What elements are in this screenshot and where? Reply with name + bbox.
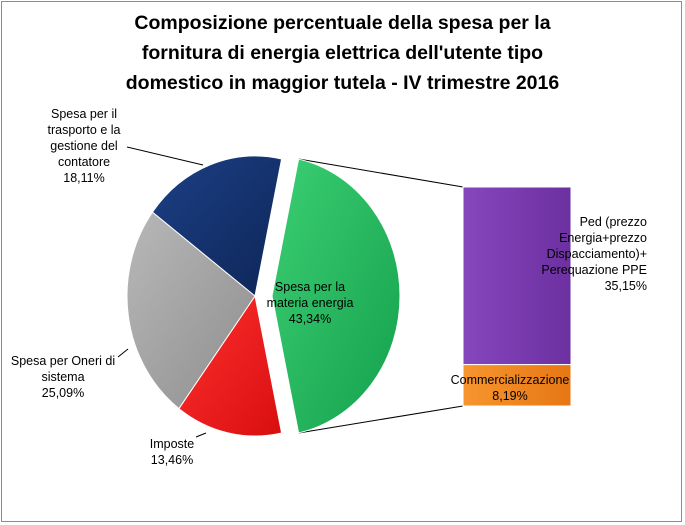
- chart-title-line-3: domestico in maggior tutela - IV trimest…: [125, 72, 560, 94]
- label-materia: Spesa per la materia energia 43,34%: [267, 280, 354, 326]
- chart-title-line-1: Composizione percentuale della spesa per…: [134, 12, 551, 34]
- bar-segment-comm: [462, 364, 572, 407]
- label-imposte: Imposte 13,46%: [150, 437, 195, 467]
- label-oneri: Spesa per Oneri di sistema 25,09%: [11, 354, 115, 400]
- label-ped: Ped (prezzo Energia+prezzo Dispacciamento)…: [541, 215, 647, 293]
- connector-line-bottom: [298, 405, 464, 434]
- leader-line-imposte: [195, 432, 207, 438]
- pie-slice-oneri: [126, 211, 256, 410]
- leader-line-oneri: [117, 348, 129, 358]
- pie-slice-materia: [271, 158, 401, 434]
- bar-segment-ped: [462, 186, 572, 366]
- leader-line-trasporto: [126, 146, 204, 166]
- chart-title: Composizione percentuale della spesa per…: [0, 8, 685, 98]
- pie-slice-imposte: [178, 294, 283, 437]
- connector-line-top: [298, 158, 464, 188]
- chart-title-line-2: fornitura di energia elettrica dell'uten…: [141, 42, 544, 64]
- pie-slice-trasporto: [151, 155, 283, 297]
- label-comm: Commercializzazione 8,19%: [451, 373, 570, 403]
- label-trasporto: Spesa per il trasporto e la gestione del co…: [48, 107, 121, 185]
